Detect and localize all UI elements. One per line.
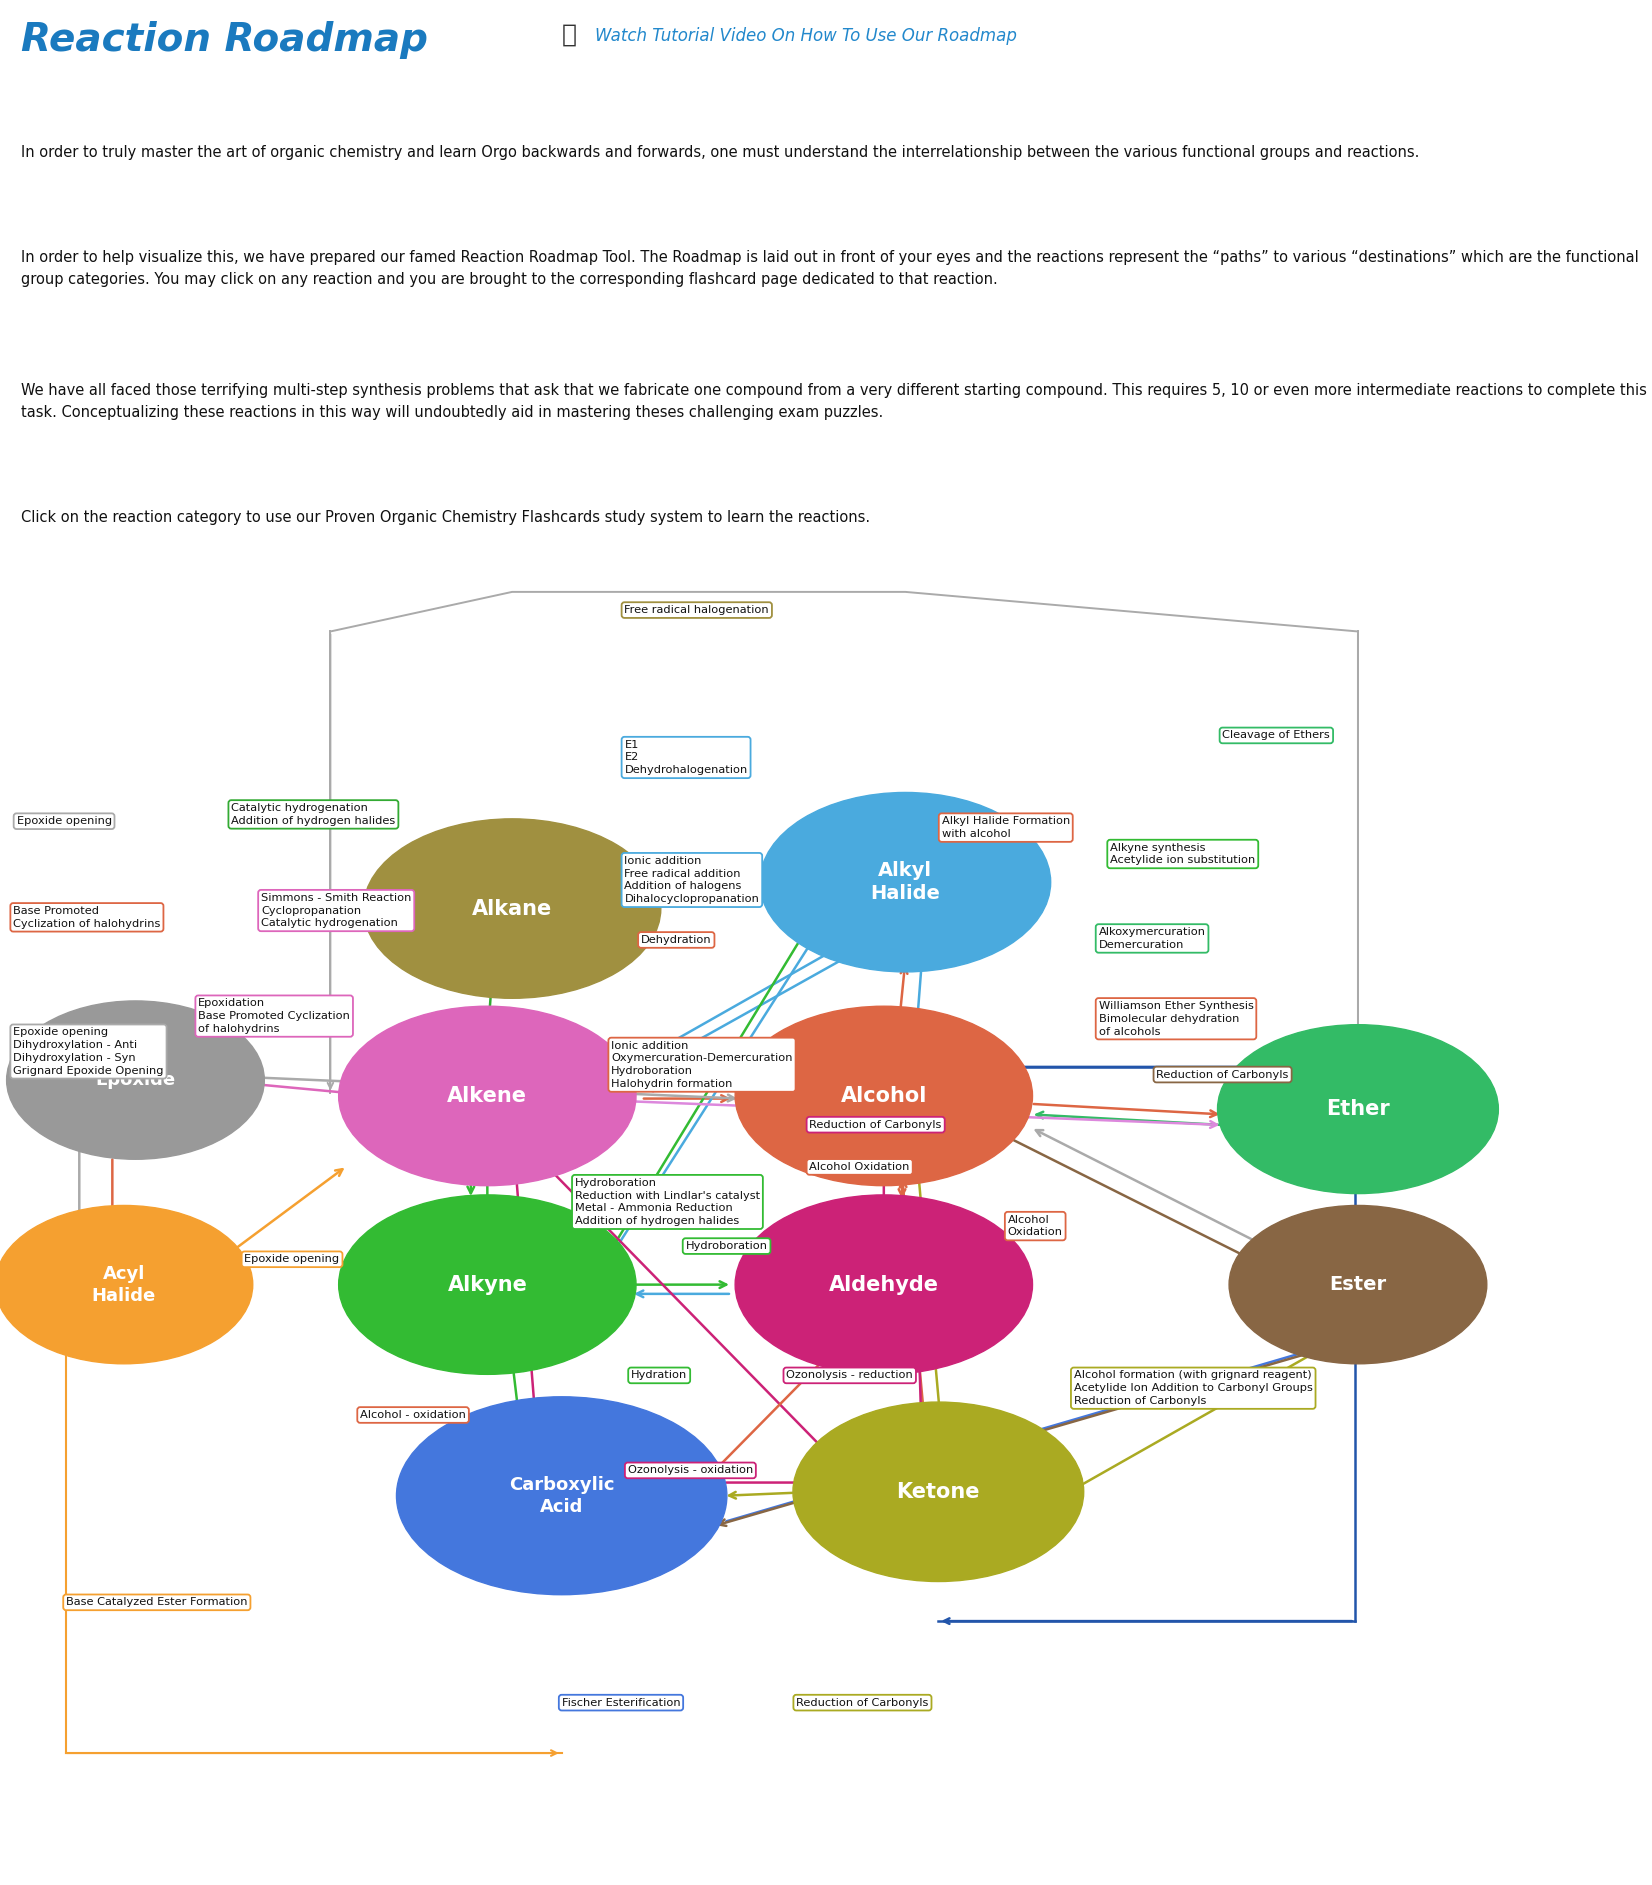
- Text: Epoxidation
Base Promoted Cyclization
of halohydrins: Epoxidation Base Promoted Cyclization of…: [198, 999, 350, 1033]
- Text: Alkene: Alkene: [448, 1086, 527, 1106]
- Text: Alcohol
Oxidation: Alcohol Oxidation: [1008, 1214, 1062, 1237]
- Ellipse shape: [339, 1195, 636, 1374]
- Text: Alkyl Halide Formation
with alcohol: Alkyl Halide Formation with alcohol: [942, 816, 1070, 839]
- Text: Alkyne: Alkyne: [448, 1274, 527, 1295]
- Text: Alkyl
Halide: Alkyl Halide: [871, 861, 940, 903]
- Text: Aldehyde: Aldehyde: [829, 1274, 938, 1295]
- Ellipse shape: [7, 1001, 264, 1159]
- Text: Williamson Ether Synthesis
Bimolecular dehydration
of alcohols: Williamson Ether Synthesis Bimolecular d…: [1099, 1001, 1254, 1037]
- Text: Epoxide opening: Epoxide opening: [244, 1254, 340, 1265]
- Text: Ester: Ester: [1330, 1274, 1386, 1295]
- Text: Alkyne synthesis
Acetylide ion substitution: Alkyne synthesis Acetylide ion substitut…: [1110, 843, 1256, 865]
- Ellipse shape: [760, 792, 1051, 973]
- Text: Reaction Roadmap: Reaction Roadmap: [21, 21, 428, 58]
- Text: Dehydration: Dehydration: [641, 935, 712, 944]
- Text: Ionic addition
Free radical addition
Addition of halogens
Dihalocyclopropanation: Ionic addition Free radical addition Add…: [624, 856, 760, 905]
- Text: We have all faced those terrifying multi-step synthesis problems that ask that w: We have all faced those terrifying multi…: [21, 383, 1647, 420]
- Text: 🎬: 🎬: [562, 23, 577, 47]
- Ellipse shape: [793, 1402, 1084, 1582]
- Text: In order to help visualize this, we have prepared our famed Reaction Roadmap Too: In order to help visualize this, we have…: [21, 251, 1639, 287]
- Text: Alcohol: Alcohol: [841, 1086, 927, 1106]
- Text: Watch Tutorial Video On How To Use Our Roadmap: Watch Tutorial Video On How To Use Our R…: [595, 26, 1016, 45]
- Ellipse shape: [735, 1195, 1032, 1374]
- Text: Epoxide opening: Epoxide opening: [17, 816, 112, 826]
- Text: E1
E2
Dehydrohalogenation: E1 E2 Dehydrohalogenation: [624, 739, 748, 775]
- Text: Ozonolysis - oxidation: Ozonolysis - oxidation: [628, 1465, 753, 1476]
- Text: Alkoxymercuration
Demercuration: Alkoxymercuration Demercuration: [1099, 927, 1206, 950]
- Text: Catalytic hydrogenation
Addition of hydrogen halides: Catalytic hydrogenation Addition of hydr…: [231, 803, 395, 826]
- Text: Hydration: Hydration: [631, 1370, 687, 1380]
- Text: Cleavage of Ethers: Cleavage of Ethers: [1222, 731, 1330, 741]
- Text: Ether: Ether: [1327, 1099, 1389, 1120]
- Ellipse shape: [1218, 1025, 1498, 1193]
- Text: Base Promoted
Cyclization of halohydrins: Base Promoted Cyclization of halohydrins: [13, 907, 160, 929]
- Ellipse shape: [0, 1206, 253, 1365]
- Text: Hydroboration: Hydroboration: [686, 1240, 768, 1252]
- Text: Ozonolysis - reduction: Ozonolysis - reduction: [786, 1370, 914, 1380]
- Ellipse shape: [735, 1007, 1032, 1186]
- Text: Simmons - Smith Reaction
Cyclopropanation
Catalytic hydrogenation: Simmons - Smith Reaction Cyclopropanatio…: [261, 893, 411, 927]
- Text: Epoxide opening
Dihydroxylation - Anti
Dihydroxylation - Syn
Grignard Epoxide Op: Epoxide opening Dihydroxylation - Anti D…: [13, 1027, 164, 1076]
- Text: Carboxylic
Acid: Carboxylic Acid: [509, 1476, 615, 1516]
- Text: Base Catalyzed Ester Formation: Base Catalyzed Ester Formation: [66, 1597, 248, 1608]
- Ellipse shape: [363, 818, 661, 999]
- Text: Alcohol Oxidation: Alcohol Oxidation: [809, 1161, 910, 1172]
- Text: Alcohol formation (with grignard reagent)
Acetylide Ion Addition to Carbonyl Gro: Alcohol formation (with grignard reagent…: [1074, 1370, 1313, 1406]
- Ellipse shape: [396, 1397, 727, 1595]
- Text: Ketone: Ketone: [897, 1482, 980, 1502]
- Text: Click on the reaction category to use our Proven Organic Chemistry Flashcards st: Click on the reaction category to use ou…: [21, 509, 871, 524]
- Text: Free radical halogenation: Free radical halogenation: [624, 605, 770, 615]
- Ellipse shape: [1229, 1206, 1487, 1365]
- Text: Reduction of Carbonyls: Reduction of Carbonyls: [796, 1698, 928, 1708]
- Text: Reduction of Carbonyls: Reduction of Carbonyls: [1156, 1069, 1289, 1080]
- Ellipse shape: [339, 1007, 636, 1186]
- Text: Hydroboration
Reduction with Lindlar's catalyst
Metal - Ammonia Reduction
Additi: Hydroboration Reduction with Lindlar's c…: [575, 1178, 760, 1225]
- Text: Ionic addition
Oxymercuration-Demercuration
Hydroboration
Halohydrin formation: Ionic addition Oxymercuration-Demercurat…: [611, 1041, 793, 1090]
- Text: Alkane: Alkane: [472, 899, 552, 918]
- Text: Acyl
Halide: Acyl Halide: [93, 1265, 155, 1304]
- Text: In order to truly master the art of organic chemistry and learn Orgo backwards a: In order to truly master the art of orga…: [21, 145, 1419, 160]
- Text: Fischer Esterification: Fischer Esterification: [562, 1698, 681, 1708]
- Text: Reduction of Carbonyls: Reduction of Carbonyls: [809, 1120, 942, 1129]
- Text: Alcohol - oxidation: Alcohol - oxidation: [360, 1410, 466, 1419]
- Text: Epoxide: Epoxide: [96, 1071, 175, 1090]
